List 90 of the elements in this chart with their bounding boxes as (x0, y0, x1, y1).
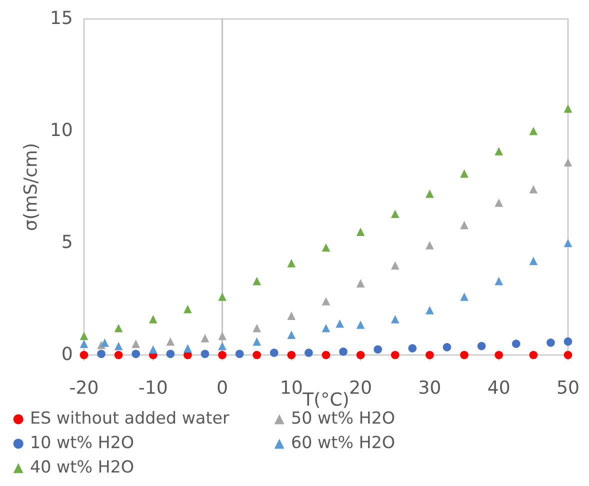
y-tick-label: 0 (62, 346, 72, 360)
point (100, 338, 109, 347)
x-tick-label: 50 (558, 380, 578, 394)
point (322, 324, 330, 332)
point (512, 340, 520, 348)
point (148, 345, 158, 354)
point (252, 324, 262, 332)
point (390, 261, 400, 270)
x-tick-label: 0 (218, 380, 227, 394)
point (114, 342, 123, 350)
point (252, 337, 262, 346)
point (287, 258, 296, 268)
point (339, 347, 348, 356)
point (218, 332, 226, 340)
point (460, 169, 468, 178)
point (356, 228, 365, 236)
point (460, 350, 468, 360)
point (336, 319, 344, 328)
point (184, 344, 192, 352)
point (200, 350, 210, 358)
point (546, 338, 555, 347)
point (460, 220, 468, 230)
legend-label: ES without added water (32, 410, 230, 424)
point (477, 342, 486, 350)
legend-label: 60 wt% H2O (292, 436, 394, 448)
point (287, 330, 296, 340)
point (529, 185, 538, 194)
point (322, 243, 330, 252)
point (460, 292, 468, 301)
point (442, 342, 452, 352)
point (529, 256, 538, 266)
point (200, 334, 210, 342)
point (166, 337, 175, 346)
point (80, 332, 88, 340)
point (287, 312, 296, 320)
x-tick-label: 20 (350, 380, 371, 394)
x-tick-label: -20 (70, 380, 98, 394)
point (270, 348, 278, 357)
point (390, 210, 400, 218)
point (494, 198, 504, 207)
point (287, 350, 296, 360)
x-tick-label: 30 (420, 380, 440, 394)
point (564, 104, 572, 113)
point (252, 276, 262, 286)
point (218, 292, 226, 301)
point (252, 350, 262, 360)
point (218, 342, 226, 350)
point (564, 337, 572, 346)
point (166, 350, 175, 358)
point (564, 158, 572, 167)
y-axis-title: σ(mS/cm) (22, 144, 40, 230)
point (529, 126, 538, 136)
legend-label: 50 wt% H2O (292, 411, 394, 424)
point (374, 345, 382, 354)
point (426, 306, 434, 314)
point (322, 297, 330, 306)
point (304, 348, 313, 357)
point (132, 340, 140, 348)
point (356, 279, 365, 288)
x-tick-label: 40 (488, 380, 510, 394)
point (322, 350, 330, 360)
point (426, 190, 434, 198)
y-tick-label: 15 (52, 10, 72, 24)
point (356, 350, 365, 360)
point (80, 340, 88, 348)
x-axis-title: T(°C) (302, 392, 348, 408)
y-tick-label: 10 (52, 122, 72, 136)
point (494, 276, 504, 286)
point (426, 350, 434, 360)
x-tick-label: 10 (282, 380, 302, 394)
point (184, 304, 192, 314)
legend-label: 10 wt% H2O (32, 436, 134, 448)
point (390, 314, 400, 324)
point (97, 350, 106, 358)
point (148, 314, 158, 324)
point (529, 350, 538, 360)
point (114, 324, 123, 332)
point (235, 350, 244, 358)
point (390, 350, 400, 360)
legend-label: 40 wt% H2O (30, 460, 134, 473)
y-tick-label: 5 (62, 234, 72, 248)
x-tick-label: -10 (139, 380, 167, 394)
point (494, 146, 504, 156)
point (132, 350, 140, 358)
point (426, 241, 434, 250)
point (564, 238, 572, 248)
point (356, 320, 365, 329)
point (408, 344, 417, 352)
point (494, 350, 504, 360)
point (114, 350, 123, 360)
